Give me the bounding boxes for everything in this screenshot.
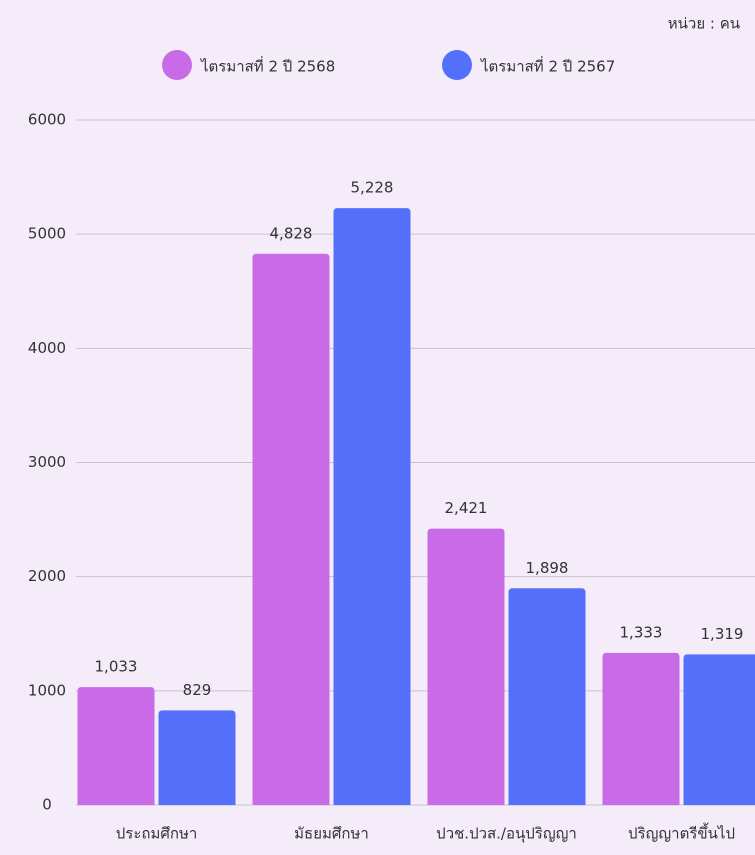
y-tick-label: 6000 (28, 111, 66, 129)
legend-marker (442, 50, 472, 80)
value-label: 829 (183, 681, 212, 699)
y-tick-label: 1000 (28, 681, 66, 699)
value-label: 1,333 (620, 623, 663, 641)
x-tick-label: ประถมศึกษา (116, 825, 198, 843)
legend-label: ไตรมาสที่ 2 ปี 2568 (200, 56, 335, 76)
y-tick-label: 0 (42, 796, 52, 814)
value-label: 2,421 (445, 499, 488, 517)
x-tick-label: มัธยมศึกษา (294, 825, 369, 843)
legend-label: ไตรมาสที่ 2 ปี 2567 (480, 56, 615, 76)
y-tick-label: 4000 (28, 339, 66, 357)
bar (427, 528, 505, 805)
value-label: 1,898 (526, 559, 569, 577)
y-tick-label: 3000 (28, 453, 66, 471)
value-label: 4,828 (270, 224, 313, 242)
x-tick-label: ปวช.ปวส./อนุปริญญา (436, 825, 577, 844)
value-label: 5,228 (351, 179, 394, 197)
bar (158, 710, 236, 805)
bar (252, 253, 330, 805)
unit-label: หน่วย : คน (668, 15, 740, 33)
x-tick-label: ปริญญาตรีขึ้นไป (628, 823, 735, 843)
y-tick-label: 2000 (28, 567, 66, 585)
legend-marker (162, 50, 192, 80)
bar (333, 208, 411, 806)
bar (77, 687, 155, 805)
y-tick-label: 5000 (28, 225, 66, 243)
bar (683, 654, 755, 805)
bar (508, 588, 586, 805)
bar (602, 652, 680, 805)
value-label: 1,319 (701, 625, 744, 643)
value-label: 1,033 (95, 658, 138, 676)
